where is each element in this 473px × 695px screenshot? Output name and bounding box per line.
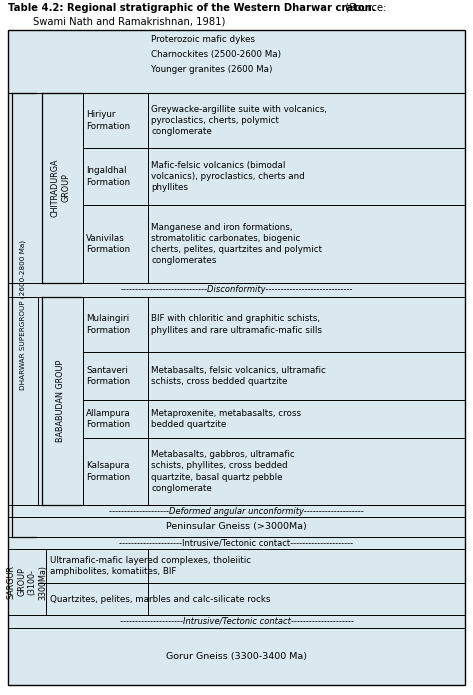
- Text: Metabasalts, gabbros, ultramafic
schists, phyllites, cross bedded
quartzite, bas: Metabasalts, gabbros, ultramafic schists…: [151, 450, 295, 493]
- Text: Gorur Gneiss (3300-3400 Ma): Gorur Gneiss (3300-3400 Ma): [166, 652, 307, 661]
- Text: BIF with chloritic and graphitic schists,
phyllites and rare ultramafic-mafic si: BIF with chloritic and graphitic schists…: [151, 314, 322, 334]
- Text: Allampura
Formation: Allampura Formation: [86, 409, 131, 429]
- Text: Charnockites (2500-2600 Ma): Charnockites (2500-2600 Ma): [151, 50, 281, 59]
- Text: Peninsular Gneiss (>3000Ma): Peninsular Gneiss (>3000Ma): [166, 523, 307, 532]
- Text: -----------------------------Disconformity-----------------------------: -----------------------------Disconformi…: [120, 286, 353, 295]
- Text: Ultramafic-mafic layered complexes, tholeiitic
amphibolites, komatiites, BIF: Ultramafic-mafic layered complexes, thol…: [50, 556, 251, 576]
- Text: Mafic-felsic volcanics (bimodal
volcanics), pyroclastics, cherts and
phyllites: Mafic-felsic volcanics (bimodal volcanic…: [151, 161, 305, 192]
- Text: Ingaldhal
Formation: Ingaldhal Formation: [86, 166, 130, 186]
- Text: Santaveri
Formation: Santaveri Formation: [86, 366, 130, 386]
- Text: --------------------Deformed angular unconformity--------------------: --------------------Deformed angular unc…: [109, 507, 364, 516]
- Text: Quartzites, pelites, marbles and calc-silicate rocks: Quartzites, pelites, marbles and calc-si…: [50, 594, 271, 603]
- Text: Swami Nath and Ramakrishnan, 1981): Swami Nath and Ramakrishnan, 1981): [8, 16, 225, 26]
- Text: Vanivilas
Formation: Vanivilas Formation: [86, 234, 130, 254]
- Text: Greywacke-argillite suite with volcanics,
pyroclastics, cherts, polymict
conglom: Greywacke-argillite suite with volcanics…: [151, 105, 327, 136]
- Text: BABABUDAN GROUP: BABABUDAN GROUP: [56, 360, 65, 442]
- Text: Proterozoic mafic dykes: Proterozoic mafic dykes: [151, 35, 255, 44]
- Text: Table 4.2: Regional stratigraphic of the Western Dharwar craton.: Table 4.2: Regional stratigraphic of the…: [8, 3, 376, 13]
- Text: Hiriyur
Formation: Hiriyur Formation: [86, 111, 130, 131]
- Text: ---------------------Intrusive/Tectonic contact---------------------: ---------------------Intrusive/Tectonic …: [120, 617, 353, 626]
- Text: Metabasalts, felsic volcanics, ultramafic
schists, cross bedded quartzite: Metabasalts, felsic volcanics, ultramafi…: [151, 366, 326, 386]
- Text: CHITRADURGA
GROUP: CHITRADURGA GROUP: [51, 158, 70, 218]
- Text: Manganese and iron formations,
stromatolitic carbonates, biogenic
cherts, pelite: Manganese and iron formations, stromatol…: [151, 223, 322, 265]
- Text: (Source:: (Source:: [342, 3, 386, 13]
- Text: DHARWAR SUPERGROUP (2600-2800 Ma): DHARWAR SUPERGROUP (2600-2800 Ma): [20, 240, 26, 390]
- Text: SARGUR
GROUP
(3100-
3300Ma): SARGUR GROUP (3100- 3300Ma): [7, 564, 47, 600]
- Text: Metaproxenite, metabasalts, cross
bedded quartzite: Metaproxenite, metabasalts, cross bedded…: [151, 409, 301, 429]
- Text: Kalsapura
Formation: Kalsapura Formation: [86, 461, 130, 482]
- Text: ---------------------Intrusive/Tectonic contact---------------------: ---------------------Intrusive/Tectonic …: [120, 539, 353, 548]
- Text: Younger granites (2600 Ma): Younger granites (2600 Ma): [151, 65, 272, 74]
- Text: Mulaingiri
Formation: Mulaingiri Formation: [86, 314, 130, 334]
